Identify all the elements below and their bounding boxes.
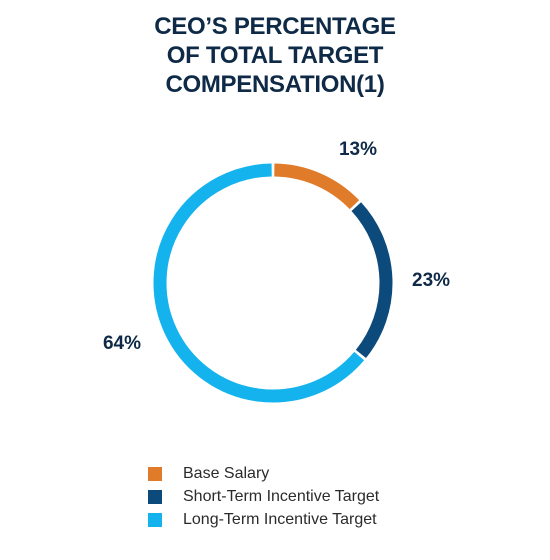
donut-slice-short-term-incentive (351, 202, 393, 359)
legend-item-short-term-incentive: Short-Term Incentive Target (148, 485, 379, 508)
legend-label-long-term-incentive: Long-Term Incentive Target (183, 510, 377, 528)
legend-item-long-term-incentive: Long-Term Incentive Target (148, 508, 379, 531)
legend-label-short-term-incentive: Short-Term Incentive Target (183, 487, 380, 505)
legend-swatch-short-term-incentive (148, 489, 162, 504)
donut-chart: 13% 23% 64% (103, 139, 450, 403)
donut-slice-base-salary (274, 163, 360, 210)
legend-label-base-salary: Base Salary (183, 464, 270, 482)
legend-swatch-base-salary (148, 466, 162, 481)
donut-slice-long-term-incentive (153, 163, 365, 403)
data-label-short-term-incentive: 23% (412, 270, 450, 291)
data-label-long-term-incentive: 64% (103, 333, 141, 354)
chart-title-line-1: CEO’S PERCENTAGE (154, 13, 396, 40)
chart-title-line-2: OF TOTAL TARGET (166, 42, 384, 69)
legend-item-base-salary: Base Salary (148, 462, 379, 485)
chart-title-line-3: COMPENSATION(1) (165, 71, 385, 98)
chart-title: CEO’S PERCENTAGE OF TOTAL TARGET COMPENS… (0, 12, 550, 99)
chart-legend: Base Salary Short-Term Incentive Target … (148, 462, 379, 531)
data-label-base-salary: 13% (339, 139, 377, 160)
legend-swatch-long-term-incentive (148, 512, 162, 527)
